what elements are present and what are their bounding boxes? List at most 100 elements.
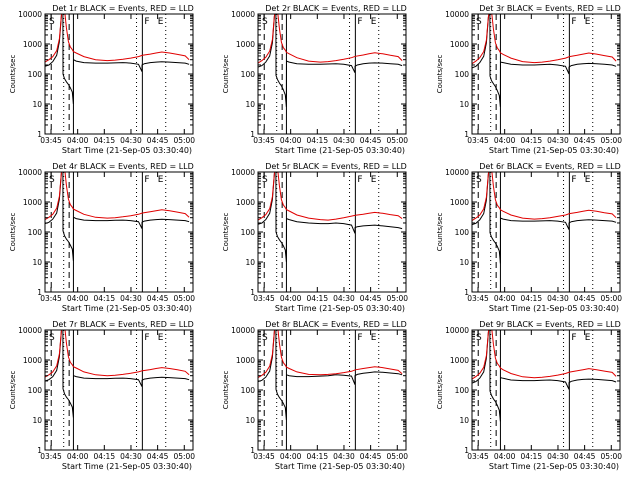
y-tick-label: 10000: [445, 10, 469, 19]
y-tick-label: 100: [241, 386, 256, 395]
x-tick-label: 04:30: [120, 294, 142, 303]
x-tick-label: 05:00: [600, 452, 622, 461]
x-tick-label: 04:30: [333, 136, 355, 145]
corner-label-e: E: [371, 175, 377, 185]
panel-title: Det 3r BLACK = Events, RED = LLD: [479, 4, 621, 13]
x-tick-label: 03:45: [253, 294, 275, 303]
series-line-lld: [45, 14, 190, 63]
panel-title: Det 2r BLACK = Events, RED = LLD: [265, 4, 407, 13]
y-tick-label: 10000: [445, 168, 469, 177]
x-axis-label: Start Time (21-Sep-05 03:30:40): [275, 146, 405, 155]
y-tick-label: 1000: [450, 198, 469, 207]
y-tick-label: 1000: [236, 40, 255, 49]
y-tick-label: 1: [464, 446, 469, 455]
series-line-events: [472, 172, 617, 264]
x-tick-label: 04:45: [147, 294, 169, 303]
x-tick-label: 04:15: [520, 294, 542, 303]
y-tick-label: 1: [250, 130, 255, 139]
x-tick-label: 05:00: [173, 452, 195, 461]
series-line-lld: [45, 172, 190, 221]
series-line-lld: [472, 172, 617, 222]
y-tick-label: 100: [455, 386, 470, 395]
corner-label-e: E: [158, 175, 164, 185]
series-line-lld: [258, 172, 403, 221]
corner-label-s: S: [262, 333, 268, 343]
x-tick-label: 04:15: [93, 294, 115, 303]
x-tick-label: 04:45: [574, 136, 596, 145]
x-tick-label: 04:45: [574, 294, 596, 303]
y-tick-label: 10: [245, 416, 255, 425]
y-tick-label: 1: [37, 288, 42, 297]
y-tick-label: 1000: [23, 40, 42, 49]
series-line-events: [45, 330, 190, 418]
x-tick-label: 05:00: [600, 136, 622, 145]
x-tick-label: 05:00: [386, 136, 408, 145]
x-tick-label: 04:45: [147, 136, 169, 145]
series-line-events: [45, 14, 190, 105]
x-tick-label: 04:15: [520, 136, 542, 145]
corner-label-f: F: [357, 333, 362, 343]
x-tick-label: 03:45: [40, 294, 62, 303]
x-tick-label: 03:45: [253, 452, 275, 461]
y-tick-label: 100: [241, 70, 256, 79]
panel-title: Det 8r BLACK = Events, RED = LLD: [265, 320, 407, 329]
y-tick-label: 1: [464, 288, 469, 297]
corner-label-e: E: [158, 333, 164, 343]
x-tick-label: 04:30: [120, 452, 142, 461]
x-tick-label: 05:00: [386, 452, 408, 461]
x-axis-label: Start Time (21-Sep-05 03:30:40): [275, 462, 405, 471]
detector-panel-8: 1 10 100 1000 10000 03:45 04:00 04:15 04:30 04:45…: [222, 320, 408, 471]
y-tick-label: 10000: [231, 326, 255, 335]
x-tick-label: 04:30: [547, 452, 569, 461]
x-tick-label: 04:30: [547, 136, 569, 145]
corner-label-f: F: [144, 17, 149, 27]
x-tick-label: 04:45: [360, 452, 382, 461]
x-tick-label: 04:30: [333, 294, 355, 303]
x-tick-label: 04:15: [93, 136, 115, 145]
x-axis-label: Start Time (21-Sep-05 03:30:40): [489, 462, 619, 471]
y-axis-label: Counts/sec: [436, 213, 444, 252]
y-tick-label: 1000: [236, 198, 255, 207]
corner-label-s: S: [476, 17, 482, 27]
detector-panel-3: 1 10 100 1000 10000 03:45 04:00 04:15 04:30 04:45…: [436, 4, 622, 155]
corner-label-f: F: [571, 333, 576, 343]
x-tick-label: 04:00: [494, 136, 516, 145]
x-tick-label: 03:45: [40, 452, 62, 461]
x-tick-label: 04:30: [120, 136, 142, 145]
corner-label-s: S: [262, 175, 268, 185]
detector-panel-1: 1 10 100 1000 10000 03:45 04:00 04:15 04:30 04:45…: [9, 4, 195, 155]
corner-label-f: F: [357, 175, 362, 185]
y-tick-label: 1: [464, 130, 469, 139]
detector-panel-4: 1 10 100 1000 10000 03:45 04:00 04:15 04:30 04:45…: [9, 162, 195, 313]
corner-label-f: F: [357, 17, 362, 27]
x-axis-label: Start Time (21-Sep-05 03:30:40): [62, 462, 192, 471]
x-axis-label: Start Time (21-Sep-05 03:30:40): [489, 304, 619, 313]
series-line-events: [45, 172, 190, 261]
corner-label-e: E: [371, 333, 377, 343]
corner-label-s: S: [476, 333, 482, 343]
y-tick-label: 1: [37, 446, 42, 455]
x-tick-label: 04:00: [280, 136, 302, 145]
x-tick-label: 03:45: [467, 452, 489, 461]
panel-title: Det 6r BLACK = Events, RED = LLD: [479, 162, 621, 171]
y-axis-label: Counts/sec: [436, 371, 444, 410]
panel-title: Det 4r BLACK = Events, RED = LLD: [52, 162, 194, 171]
corner-label-e: E: [158, 17, 164, 27]
x-tick-label: 04:15: [93, 452, 115, 461]
y-tick-label: 1: [37, 130, 42, 139]
y-axis-label: Counts/sec: [436, 55, 444, 94]
series-line-events: [472, 14, 617, 107]
x-axis-label: Start Time (21-Sep-05 03:30:40): [489, 146, 619, 155]
x-tick-label: 03:45: [253, 136, 275, 145]
y-tick-label: 100: [241, 228, 256, 237]
x-tick-label: 03:45: [467, 136, 489, 145]
series-line-events: [472, 330, 617, 422]
x-tick-label: 04:15: [306, 294, 328, 303]
corner-label-e: E: [371, 17, 377, 27]
y-axis-label: Counts/sec: [222, 55, 230, 94]
series-line-lld: [258, 330, 403, 379]
x-axis-label: Start Time (21-Sep-05 03:30:40): [62, 304, 192, 313]
panel-title: Det 5r BLACK = Events, RED = LLD: [265, 162, 407, 171]
y-tick-label: 10000: [231, 10, 255, 19]
